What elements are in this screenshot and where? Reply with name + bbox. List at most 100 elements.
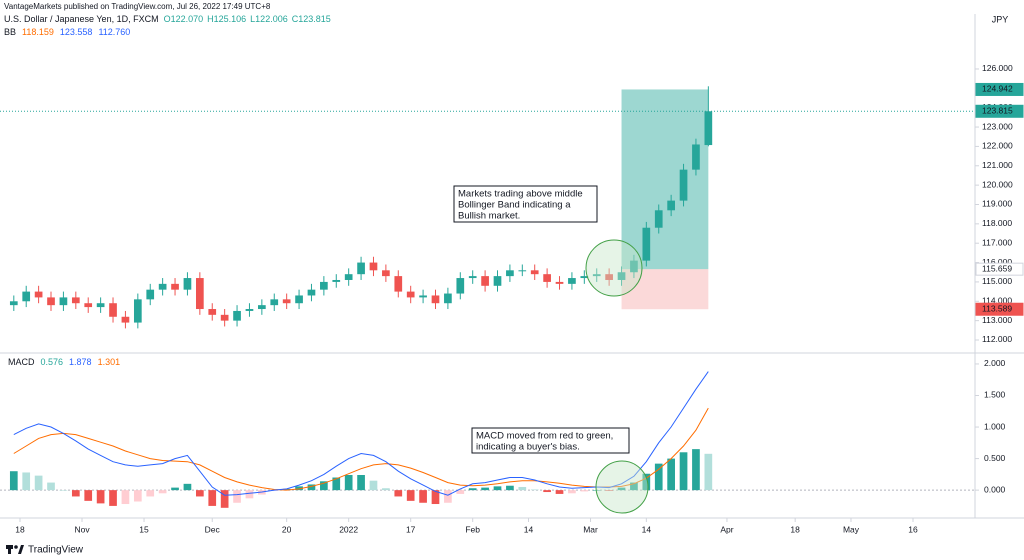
histogram-bar <box>295 486 303 491</box>
histogram-bar <box>369 480 378 491</box>
candle-body <box>109 303 117 317</box>
histogram-bar <box>555 490 564 494</box>
x-tick-label: Nov <box>74 524 90 534</box>
candle-body <box>456 278 465 294</box>
histogram-bar <box>146 490 155 497</box>
candle-body <box>493 276 502 286</box>
bb-legend: BB 118.159 123.558 112.760 <box>4 27 130 37</box>
candle-body <box>295 295 303 304</box>
y-tick-label: 114.000 <box>982 296 1012 306</box>
histogram-bar <box>307 484 316 491</box>
histogram-bar <box>344 474 353 491</box>
histogram-bar <box>233 490 241 503</box>
histogram-bar <box>84 490 93 501</box>
candle-body <box>468 276 477 279</box>
candle-body <box>444 293 452 304</box>
histogram-bar <box>34 475 43 491</box>
y-tick-label: 122.000 <box>982 141 1013 151</box>
candle-body <box>282 299 291 304</box>
ohlc-close: C123.815 <box>292 14 331 24</box>
candle-body <box>679 169 688 201</box>
y-tick-label: 112.000 <box>982 334 1012 344</box>
ohlc-open: O122.070 <box>164 14 204 24</box>
candle-body <box>258 305 266 310</box>
candle-body <box>617 272 626 280</box>
x-tick-label: 20 <box>282 524 292 534</box>
histogram-bar <box>109 490 117 506</box>
candle-body <box>96 303 105 308</box>
candle-body <box>332 279 341 282</box>
candle-body <box>121 316 130 323</box>
histogram-bar <box>96 490 105 504</box>
candle-body <box>307 289 316 296</box>
histogram-bar <box>493 486 502 491</box>
macd-label: MACD <box>8 357 35 367</box>
histogram-bar <box>282 488 291 491</box>
annotation-line: Bullish market. <box>458 211 520 222</box>
y-tick-label: 121.000 <box>982 160 1013 170</box>
histogram-bar <box>208 490 217 506</box>
candle-body <box>344 274 353 280</box>
histogram-bar <box>382 488 390 491</box>
histogram-bar <box>654 463 663 491</box>
candle-body <box>320 281 328 290</box>
y-tick-label: 117.000 <box>982 237 1012 247</box>
histogram-bar <box>406 490 415 501</box>
candle-body <box>233 310 241 321</box>
histogram-bar <box>543 490 551 493</box>
annotation-box <box>453 185 598 223</box>
y-tick-label: 119.000 <box>982 199 1012 209</box>
histogram-bar <box>530 489 539 491</box>
y-tick-label: 126.000 <box>982 63 1013 73</box>
candle-body <box>369 262 378 271</box>
candle-body <box>580 276 589 279</box>
histogram-bar <box>394 490 403 497</box>
candle-body <box>220 314 229 321</box>
candle-body <box>394 276 403 292</box>
candle-body <box>704 111 713 146</box>
y-tick-label: 113.000 <box>982 315 1012 325</box>
candle-body <box>642 227 651 261</box>
histogram-bar <box>71 490 80 497</box>
entry-label: 115.659 <box>982 263 1012 273</box>
histogram-bar <box>59 490 68 491</box>
candle-body <box>419 295 427 298</box>
x-tick-label: 18 <box>790 524 800 534</box>
y-tick-label: 0.000 <box>984 484 1006 494</box>
symbol: U.S. Dollar / Japanese Yen, 1D, FXCM <box>4 14 159 24</box>
y-tick-label: 118.000 <box>982 218 1012 228</box>
last-price-label-box <box>975 104 1024 118</box>
histogram-bar <box>171 487 179 491</box>
candle-body <box>171 283 179 290</box>
y-tick-label: 120.000 <box>982 179 1013 189</box>
brand-logo <box>6 545 24 554</box>
y-tick-label: 0.500 <box>984 453 1006 463</box>
histogram-bar <box>679 452 688 491</box>
candle-body <box>530 270 539 275</box>
target-label-box <box>975 82 1024 96</box>
candle-body <box>9 301 18 306</box>
macd-pane <box>0 371 975 508</box>
symbol-legend: U.S. Dollar / Japanese Yen, 1D, FXCM O122… <box>4 14 331 24</box>
x-tick-label: 16 <box>908 524 918 534</box>
candle-body <box>270 299 279 306</box>
entry-label-box <box>975 262 1024 276</box>
histogram-bar <box>133 490 142 502</box>
ohlc-high: H125.106 <box>207 14 246 24</box>
candle-body <box>481 276 489 286</box>
currency: JPY <box>992 14 1009 24</box>
candle-body <box>543 274 551 282</box>
histogram-bar <box>630 482 638 491</box>
y-tick-label: 1.500 <box>984 390 1006 400</box>
candle-body <box>518 270 527 272</box>
candle-body <box>158 283 167 290</box>
candle-body <box>431 295 440 304</box>
histogram-bar <box>47 482 55 491</box>
candle-body <box>382 270 390 277</box>
x-tick-label: 2022 <box>339 524 358 534</box>
histogram-bar <box>468 488 477 491</box>
candle-body <box>84 303 93 308</box>
y-tick-label: 1.000 <box>984 421 1006 431</box>
histogram-bar <box>158 490 167 494</box>
